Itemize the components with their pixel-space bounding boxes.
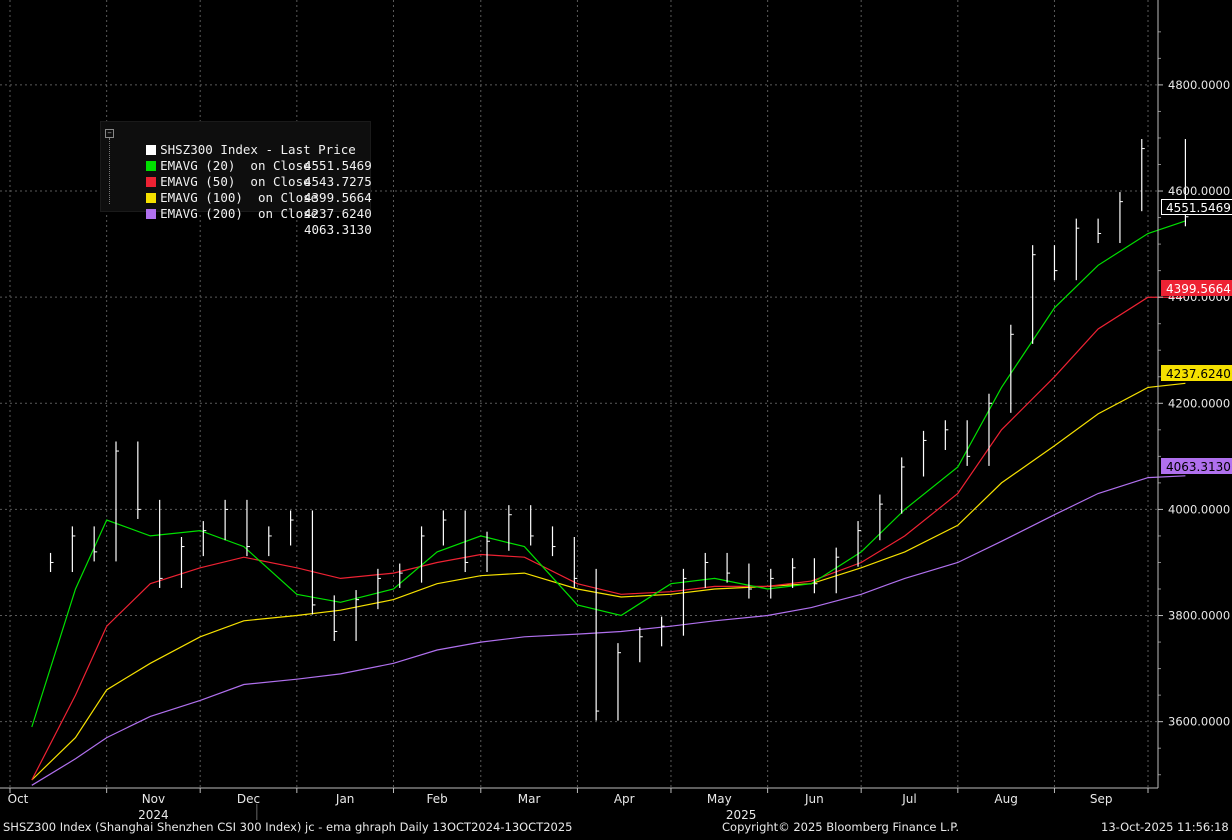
legend-swatch: [146, 161, 157, 171]
last-price-tag: 4551.5469: [1161, 199, 1232, 215]
ema200-tag: 4063.3130: [1161, 458, 1232, 474]
x-month-label: Apr: [614, 792, 635, 806]
grid-lines: [0, 0, 1158, 788]
x-year-label: 2024: [138, 808, 169, 822]
legend: − SHSZ300 Index - Last Price 4551.5469 E…: [100, 121, 372, 237]
footer-chart-title: SHSZ300 Index (Shanghai Shenzhen CSI 300…: [3, 820, 573, 834]
y-tick-label: 3800.0000: [1168, 609, 1230, 623]
x-month-label: Sep: [1090, 792, 1113, 806]
y-tick-label: 4000.0000: [1168, 502, 1230, 516]
legend-label: EMAVG (100) on Close: [160, 190, 319, 205]
legend-tree-line: [109, 138, 111, 204]
series-group: [31, 220, 1186, 786]
legend-label: EMAVG (20) on Close: [160, 158, 311, 173]
legend-label: EMAVG (200) on Close: [160, 206, 319, 221]
ema100-tag: 4237.6240: [1161, 365, 1232, 381]
x-month-label: Mar: [518, 792, 541, 806]
axes: 4800.00004600.00004400.00004200.00004000…: [0, 0, 1230, 822]
legend-value: 4543.7275: [304, 174, 372, 189]
series-line-ema100: [31, 382, 1186, 781]
x-month-label: Feb: [427, 792, 448, 806]
legend-swatch: [146, 177, 157, 187]
x-month-label: Jul: [901, 792, 916, 806]
y-tick-label: 4600.0000: [1168, 184, 1230, 198]
x-month-label: Jan: [335, 792, 355, 806]
legend-row-ema200: EMAVG (200) on Close 4063.3130: [116, 190, 372, 237]
legend-swatch: [146, 209, 157, 219]
legend-swatch: [146, 193, 157, 203]
legend-value: 4237.6240: [304, 206, 372, 221]
x-year-label: 2025: [726, 808, 757, 822]
legend-value: 4551.5469: [304, 158, 372, 173]
x-month-label: Nov: [142, 792, 165, 806]
y-tick-label: 4800.0000: [1168, 78, 1230, 92]
legend-label: EMAVG (50) on Close: [160, 174, 311, 189]
legend-swatch: [146, 145, 157, 155]
legend-row-ema100: EMAVG (100) on Close 4237.6240: [116, 174, 372, 221]
legend-label: SHSZ300 Index - Last Price: [160, 142, 356, 157]
series-line-ema200: [31, 475, 1186, 786]
x-month-label: Aug: [994, 792, 1017, 806]
x-month-label: Jun: [804, 792, 824, 806]
series-line-ema50: [31, 296, 1186, 781]
footer-timestamp: 13-Oct-2025 11:56:18: [1101, 820, 1229, 834]
y-tick-label: 3600.0000: [1168, 715, 1230, 729]
legend-row-ema20: EMAVG (20) on Close 4543.7275: [116, 142, 372, 189]
y-tick-label: 4200.0000: [1168, 396, 1230, 410]
ema50-tag: 4399.5664: [1161, 280, 1232, 296]
x-month-label: Dec: [237, 792, 260, 806]
x-month-label: Oct: [8, 792, 29, 806]
footer-copyright: Copyright© 2025 Bloomberg Finance L.P.: [722, 820, 959, 834]
legend-row-ema50: EMAVG (50) on Close 4399.5664: [116, 158, 372, 205]
legend-value: 4063.3130: [304, 222, 372, 237]
legend-row-last-price: SHSZ300 Index - Last Price 4551.5469: [116, 126, 372, 173]
legend-value: 4399.5664: [304, 190, 372, 205]
legend-collapse-toggle[interactable]: −: [105, 129, 114, 138]
x-month-label: May: [707, 792, 732, 806]
price-bars: [49, 139, 1189, 721]
series-line-ema20: [31, 220, 1186, 728]
